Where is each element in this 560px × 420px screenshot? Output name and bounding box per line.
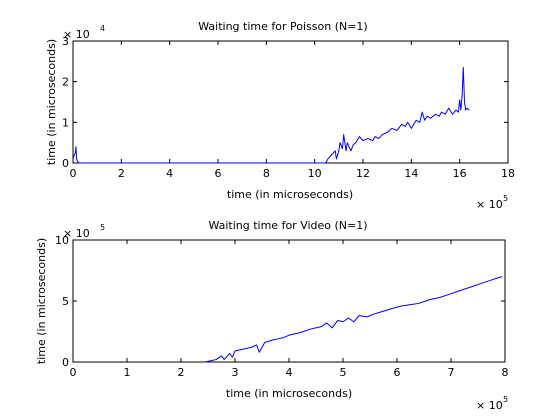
poisson-x-axis-label: time (in microseconds) (227, 188, 353, 201)
video-x-tick-label: 8 (502, 366, 509, 379)
poisson-y-tick-label: 3 (62, 35, 69, 48)
poisson-x-multiplier: × 10 (476, 198, 503, 211)
video-waiting-time-chart: Waiting time for Video (N=1) 0 1 2 3 4 5 6 7 8 0… (35, 219, 509, 412)
poisson-y-tick-label: 1 (62, 116, 69, 129)
poisson-x-tick-label: 18 (501, 167, 515, 180)
poisson-x-tick-label: 0 (70, 167, 77, 180)
video-x-tick-label: 6 (394, 366, 401, 379)
poisson-y-axis-label: time (in microseconds) (45, 39, 58, 165)
poisson-chart-title: Waiting time for Poisson (N=1) (198, 20, 367, 33)
video-y-exponent: × 10 5 (63, 223, 105, 240)
video-x-tick-label: 5 (340, 366, 347, 379)
video-plot-area (72, 239, 506, 363)
poisson-plot-area (72, 40, 509, 164)
video-x-multiplier: × 10 (476, 399, 503, 412)
poisson-y-exponent-value: 4 (100, 24, 105, 33)
poisson-waiting-time-chart: Waiting time for Poisson (N=1) 0 2 4 6 8 10 12… (45, 20, 515, 211)
video-x-exponent-value: 5 (503, 395, 508, 404)
poisson-y-tick-label: 2 (62, 76, 69, 89)
video-x-exponent: × 10 5 (476, 395, 508, 412)
poisson-x-tick-label: 6 (215, 167, 222, 180)
poisson-x-tick-label: 10 (308, 167, 322, 180)
video-x-tick-label: 2 (178, 366, 185, 379)
video-y-exponent-value: 5 (100, 223, 105, 232)
video-chart-title: Waiting time for Video (N=1) (208, 219, 367, 232)
video-x-axis-label: time (in microseconds) (226, 387, 352, 400)
poisson-x-ticks: 0 2 4 6 8 10 12 14 16 18 (70, 41, 515, 180)
video-y-ticks: 0 5 10 (55, 234, 505, 369)
poisson-x-exponent: × 10 5 (476, 194, 508, 211)
video-x-tick-label: 3 (232, 366, 239, 379)
video-x-tick-label: 1 (124, 366, 131, 379)
poisson-y-tick-label: 0 (62, 157, 69, 170)
poisson-x-tick-label: 8 (263, 167, 270, 180)
video-x-ticks: 0 1 2 3 4 5 6 7 8 (70, 240, 509, 379)
video-x-tick-label: 7 (448, 366, 455, 379)
poisson-x-exponent-value: 5 (503, 194, 508, 203)
poisson-x-tick-label: 14 (404, 167, 418, 180)
video-y-tick-label: 0 (62, 356, 69, 369)
poisson-x-tick-label: 16 (453, 167, 467, 180)
video-y-axis-label: time (in microseconds) (35, 238, 48, 364)
video-x-tick-label: 0 (70, 366, 77, 379)
poisson-y-multiplier: × 10 (63, 28, 90, 41)
video-y-tick-label: 10 (55, 234, 69, 247)
video-series-line (205, 276, 503, 363)
video-y-multiplier: × 10 (63, 227, 90, 240)
poisson-x-tick-label: 12 (356, 167, 370, 180)
poisson-series-line (72, 66, 470, 164)
poisson-y-ticks: 0 1 2 3 (62, 35, 508, 170)
poisson-y-exponent: × 10 4 (63, 24, 105, 41)
poisson-x-tick-label: 2 (118, 167, 125, 180)
video-y-tick-label: 5 (62, 295, 69, 308)
video-x-tick-label: 4 (286, 366, 293, 379)
poisson-x-tick-label: 4 (166, 167, 173, 180)
